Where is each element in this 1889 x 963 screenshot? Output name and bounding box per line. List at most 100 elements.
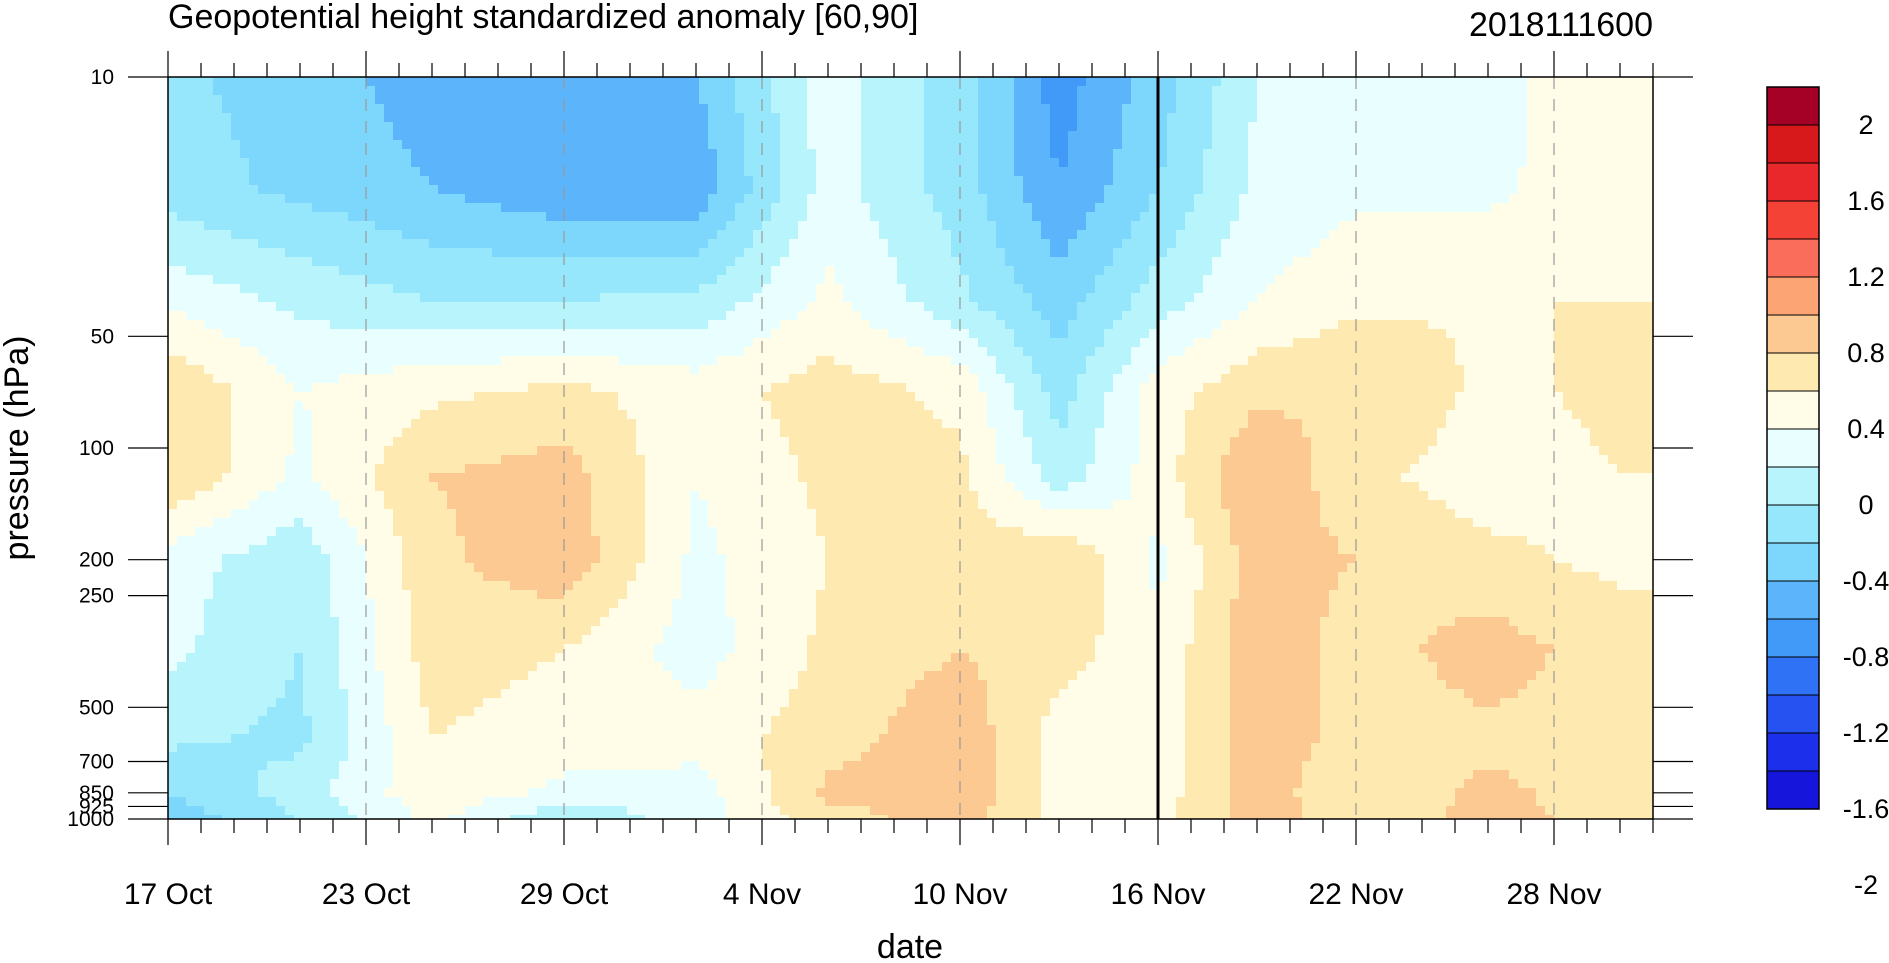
field-cell [231, 158, 241, 168]
field-cell [528, 239, 538, 249]
field-cell [573, 302, 583, 312]
field-cell [672, 203, 682, 213]
field-cell [681, 95, 691, 105]
field-cell [546, 104, 556, 114]
field-cell [798, 293, 808, 303]
field-cell [1257, 248, 1267, 258]
field-cell [249, 95, 259, 105]
field-cell [600, 212, 610, 222]
field-cell [942, 275, 952, 285]
field-cell [213, 248, 223, 258]
field-cell [330, 230, 340, 240]
field-cell [456, 347, 466, 357]
field-cell [735, 185, 745, 195]
field-cell [789, 212, 799, 222]
field-cell [1113, 230, 1123, 240]
field-cell [1032, 248, 1042, 258]
field-cell [546, 131, 556, 141]
field-cell [321, 113, 331, 123]
field-cell [654, 167, 664, 177]
field-cell [438, 86, 448, 96]
field-cell [978, 140, 988, 150]
field-cell [456, 104, 466, 114]
field-cell [663, 194, 673, 204]
field-cell [1599, 266, 1609, 276]
field-cell [1311, 230, 1321, 240]
field-cell [726, 248, 736, 258]
field-cell [897, 320, 907, 330]
field-cell [267, 320, 277, 330]
field-cell [1329, 167, 1339, 177]
field-cell [690, 239, 700, 249]
field-cell [798, 284, 808, 294]
field-cell [735, 86, 745, 96]
field-cell [555, 104, 565, 114]
field-cell [618, 167, 628, 177]
field-cell [465, 338, 475, 348]
field-cell [969, 248, 979, 258]
field-cell [402, 131, 412, 141]
field-cell [321, 230, 331, 240]
field-cell [1365, 239, 1375, 249]
field-cell [825, 266, 835, 276]
field-cell [1644, 338, 1653, 348]
field-cell [177, 113, 187, 123]
field-cell [1365, 185, 1375, 195]
field-cell [294, 320, 304, 330]
field-cell [1014, 176, 1024, 186]
field-cell [231, 338, 241, 348]
field-cell [1599, 329, 1609, 339]
field-cell [1392, 212, 1402, 222]
field-cell [1419, 131, 1429, 141]
field-cell [285, 203, 295, 213]
field-cell [483, 311, 493, 321]
field-cell [708, 239, 718, 249]
field-cell [807, 77, 817, 87]
field-cell [402, 149, 412, 159]
field-cell [1401, 293, 1411, 303]
field-cell [645, 167, 655, 177]
field-cell [249, 131, 259, 141]
field-cell [1635, 86, 1645, 96]
field-cell [393, 77, 403, 87]
field-cell [1482, 158, 1492, 168]
field-cell [1554, 266, 1564, 276]
field-cell [753, 329, 763, 339]
field-cell [726, 311, 736, 321]
field-cell [1050, 338, 1060, 348]
field-cell [1590, 284, 1600, 294]
field-cell [1140, 203, 1150, 213]
field-cell [1014, 95, 1024, 105]
field-cell [591, 104, 601, 114]
field-cell [1230, 104, 1240, 114]
field-cell [177, 338, 187, 348]
field-cell [915, 266, 925, 276]
field-cell [1374, 266, 1384, 276]
field-cell [1464, 221, 1474, 231]
field-cell [186, 266, 196, 276]
field-cell [267, 230, 277, 240]
field-cell [1347, 293, 1357, 303]
field-cell [168, 131, 178, 141]
field-cell [699, 293, 709, 303]
field-cell [681, 158, 691, 168]
field-cell [1410, 266, 1420, 276]
field-cell [771, 275, 781, 285]
field-cell [1167, 131, 1177, 141]
field-cell [1077, 302, 1087, 312]
field-cell [474, 320, 484, 330]
field-cell [1113, 203, 1123, 213]
field-cell [582, 266, 592, 276]
field-cell [1122, 176, 1132, 186]
field-cell [330, 239, 340, 249]
field-cell [294, 212, 304, 222]
field-cell [762, 302, 772, 312]
field-cell [897, 311, 907, 321]
field-cell [1635, 302, 1645, 312]
field-cell [627, 86, 637, 96]
field-cell [411, 347, 421, 357]
field-cell [1122, 338, 1132, 348]
field-cell [420, 140, 430, 150]
field-cell [1068, 86, 1078, 96]
field-cell [645, 302, 655, 312]
